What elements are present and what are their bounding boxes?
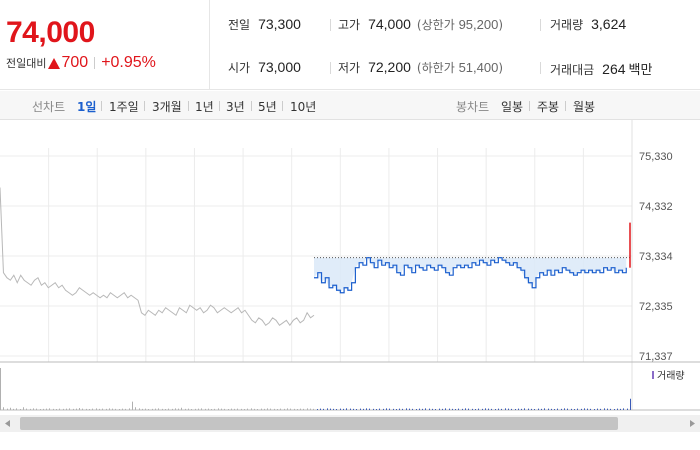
tab-monthly-candle[interactable]: 월봉 [573, 100, 596, 114]
divider [540, 19, 541, 31]
price-chart[interactable]: 75,330 74,332 73,334 72,335 71,337 거래량 [0, 120, 700, 450]
y-tick-label: 73,334 [639, 251, 673, 263]
series-area [314, 257, 627, 293]
divider [565, 101, 566, 111]
y-axis: 75,330 74,332 73,334 72,335 71,337 [639, 151, 673, 363]
prev-day-series [0, 187, 315, 327]
tab-10years[interactable]: 10년 [290, 100, 317, 114]
lower-limit: (하한가 51,400) [416, 60, 504, 75]
divider [144, 101, 145, 111]
tab-1year[interactable]: 1년 [195, 100, 214, 114]
scrollbar-thumb[interactable] [20, 417, 618, 430]
volume-stat: 거래량 3,624 [550, 16, 626, 33]
tab-3years[interactable]: 3년 [226, 100, 245, 114]
current-price: 74,000 [6, 16, 95, 49]
divider [94, 57, 96, 69]
tab-1day[interactable]: 1일 [77, 100, 97, 114]
volume-label: 거래량 [550, 18, 584, 32]
change-line: 전일대비 700 +0.95% [6, 54, 156, 72]
low-label: 저가 [338, 61, 361, 75]
open-value: 73,000 [258, 59, 301, 75]
tab-weekly-candle[interactable]: 주봉 [537, 100, 560, 114]
divider [540, 62, 541, 74]
prev-close-label: 전일 [228, 18, 251, 32]
divider [188, 101, 189, 111]
trade-amount-stat: 거래대금 264 백만 [550, 59, 652, 78]
series-line [0, 187, 315, 327]
price-block: 74,000 전일대비 700 +0.95% [0, 0, 210, 90]
open-label: 시가 [228, 61, 251, 75]
chart-grid [0, 120, 700, 411]
arrow-left-icon[interactable] [5, 420, 10, 427]
legend-label: 거래량 [657, 370, 685, 382]
price-chart-svg[interactable]: 75,330 74,332 73,334 72,335 71,337 거래량 [0, 120, 700, 450]
tab-3months[interactable]: 3개월 [152, 100, 182, 114]
arrow-right-icon[interactable] [690, 420, 695, 427]
divider [101, 101, 102, 111]
y-tick-label: 74,332 [639, 201, 673, 213]
open-stat: 시가 73,000 [228, 59, 301, 76]
prev-close-stat: 전일 73,300 [228, 16, 301, 33]
volume-bars [0, 368, 631, 410]
trade-amount-label: 거래대금 [550, 63, 595, 77]
lower-limit-value: 51,400 [458, 60, 499, 75]
volume-legend: 거래량 [652, 370, 685, 382]
high-label: 고가 [338, 18, 361, 32]
change-label: 전일대비 [6, 57, 47, 70]
change-percent: +0.95% [101, 54, 156, 71]
high-value: 74,000 [368, 16, 411, 32]
upper-limit: (상한가 95,200) [416, 17, 504, 32]
volume-value: 3,624 [591, 16, 627, 32]
y-tick-label: 72,335 [639, 301, 673, 313]
upper-limit-value: 95,200 [458, 17, 499, 32]
divider [219, 101, 220, 111]
upper-limit-label: 상한가 [421, 18, 455, 32]
chart-period-tabs: 선차트 1일 1주일 3개월 1년 3년 5년 10년 봉차트 일봉 주봉 월봉 [0, 90, 700, 120]
line-chart-label: 선차트 [32, 100, 66, 114]
high-stat: 고가 74,000 (상한가 95,200) [338, 16, 503, 33]
legend-swatch [652, 371, 654, 379]
lower-limit-label: 하한가 [421, 61, 455, 75]
y-tick-label: 75,330 [639, 151, 673, 163]
tab-1week[interactable]: 1주일 [109, 100, 139, 114]
divider [529, 101, 530, 111]
divider [282, 101, 283, 111]
tab-daily-candle[interactable]: 일봉 [501, 100, 524, 114]
y-tick-label: 71,337 [639, 351, 673, 363]
change-amount: 700 [61, 54, 89, 71]
up-triangle-icon [48, 57, 61, 69]
series-line [314, 257, 627, 294]
trade-amount-unit: 백만 [628, 62, 653, 77]
divider [330, 19, 331, 31]
low-stat: 저가 72,200 (하한가 51,400) [338, 59, 503, 76]
candle-chart-label: 봉차트 [456, 100, 490, 114]
tab-5years[interactable]: 5년 [258, 100, 277, 114]
divider [251, 101, 252, 111]
scrollbar [0, 415, 700, 432]
today-series [314, 222, 631, 294]
price-summary: 74,000 전일대비 700 +0.95% 전일 73,300 고가 74,0… [0, 0, 700, 90]
trade-amount-value: 264 [602, 61, 626, 77]
low-value: 72,200 [368, 59, 411, 75]
prev-close-value: 73,300 [258, 16, 301, 32]
divider [330, 62, 331, 74]
